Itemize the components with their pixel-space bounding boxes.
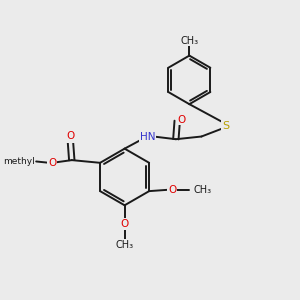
Text: O: O <box>178 115 186 124</box>
Text: CH₃: CH₃ <box>116 240 134 250</box>
Text: S: S <box>222 121 229 131</box>
Text: methyl: methyl <box>3 157 35 166</box>
Text: O: O <box>66 131 75 141</box>
Text: HN: HN <box>140 131 155 142</box>
Text: O: O <box>121 219 129 229</box>
Text: O: O <box>168 185 176 195</box>
Text: O: O <box>48 158 56 168</box>
Text: O: O <box>48 158 56 168</box>
Text: O: O <box>66 132 75 142</box>
Text: CH₃: CH₃ <box>180 36 198 46</box>
Text: CH₃: CH₃ <box>194 185 212 195</box>
